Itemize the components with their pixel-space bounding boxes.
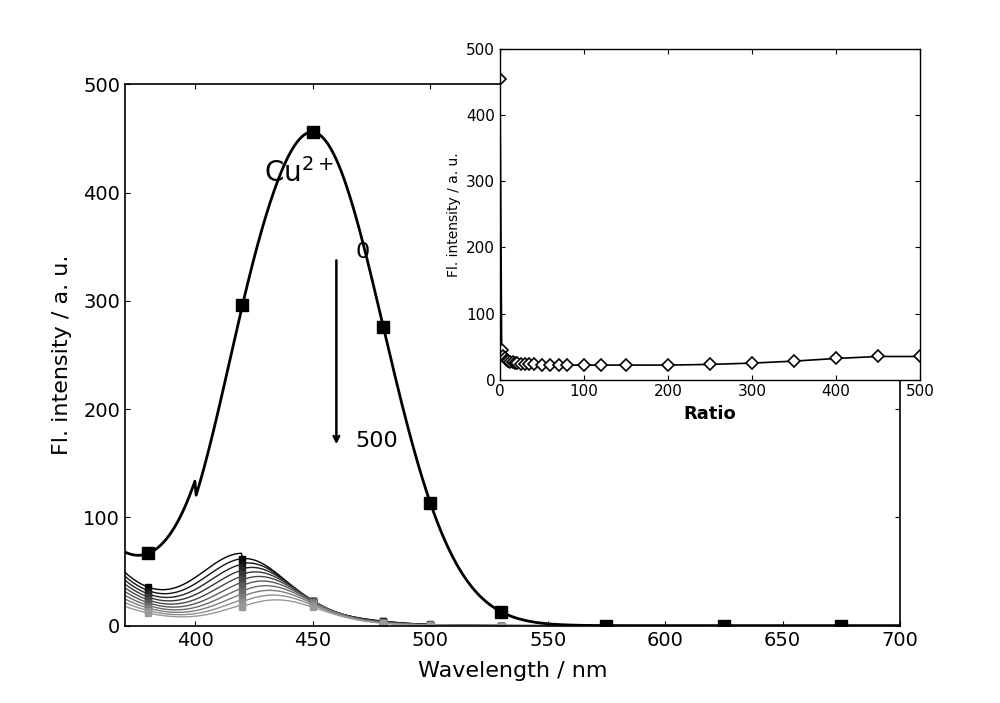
Y-axis label: Fl. intensity / a. u.: Fl. intensity / a. u. <box>52 254 72 456</box>
Text: Cu$^{2+}$: Cu$^{2+}$ <box>264 158 334 188</box>
Y-axis label: Fl. intensity / a. u.: Fl. intensity / a. u. <box>447 152 461 277</box>
Text: 500: 500 <box>355 431 398 451</box>
X-axis label: Wavelength / nm: Wavelength / nm <box>418 661 607 681</box>
X-axis label: Ratio: Ratio <box>684 405 736 423</box>
Text: 0: 0 <box>355 242 369 262</box>
